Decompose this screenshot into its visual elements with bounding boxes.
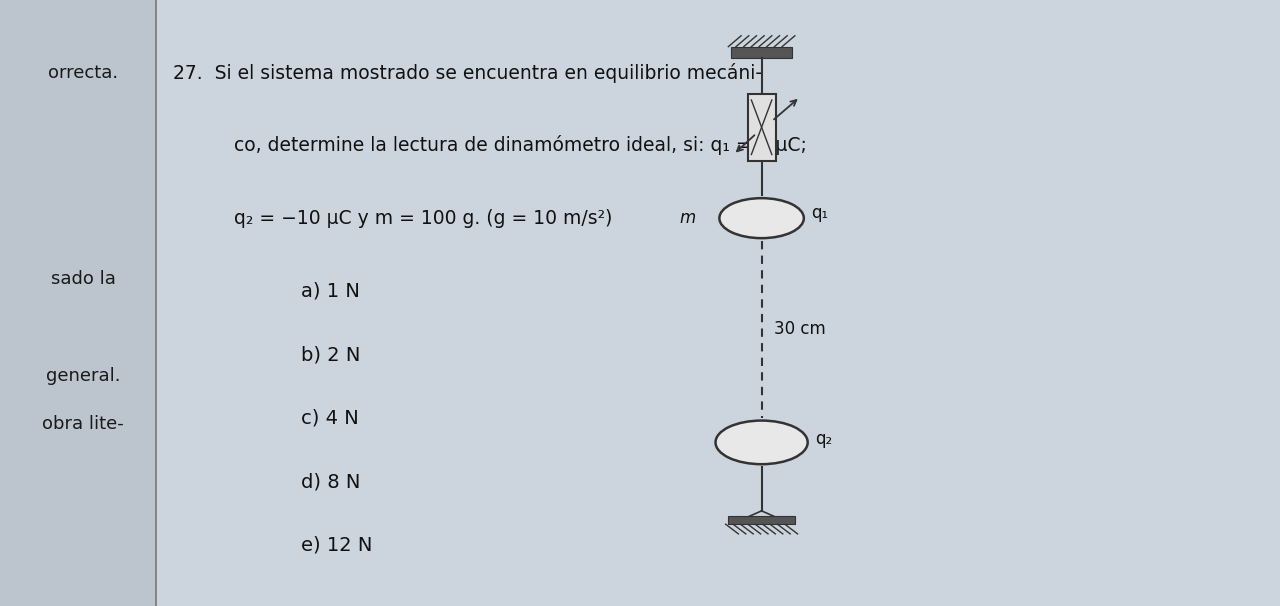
Text: obra lite-: obra lite-: [42, 415, 124, 433]
Bar: [0, 0, 156, 606]
Circle shape: [716, 421, 808, 464]
Bar: [731, 47, 792, 58]
Text: d) 8 N: d) 8 N: [301, 472, 360, 491]
Text: 30 cm: 30 cm: [774, 321, 826, 338]
Text: general.: general.: [46, 367, 120, 385]
Text: c) 4 N: c) 4 N: [301, 408, 358, 428]
Text: q₂: q₂: [815, 430, 832, 448]
Text: co, determine la lectura de dinamómetro ideal, si: q₁ = 1 μC;: co, determine la lectura de dinamómetro …: [234, 135, 808, 156]
Bar: [728, 516, 795, 524]
Text: sado la: sado la: [51, 270, 115, 288]
Text: q₁: q₁: [812, 204, 828, 222]
Text: q₂ = −10 μC y m = 100 g. (g = 10 m/s²): q₂ = −10 μC y m = 100 g. (g = 10 m/s²): [234, 208, 613, 228]
Text: b) 2 N: b) 2 N: [301, 345, 360, 364]
Text: orrecta.: orrecta.: [49, 64, 118, 82]
Text: m: m: [680, 209, 695, 227]
Circle shape: [719, 198, 804, 238]
Text: a) 1 N: a) 1 N: [301, 281, 360, 301]
Text: e) 12 N: e) 12 N: [301, 536, 372, 555]
Text: 27.  Si el sistema mostrado se encuentra en equilibrio mecáni-: 27. Si el sistema mostrado se encuentra …: [173, 62, 762, 83]
Bar: [748, 94, 776, 161]
